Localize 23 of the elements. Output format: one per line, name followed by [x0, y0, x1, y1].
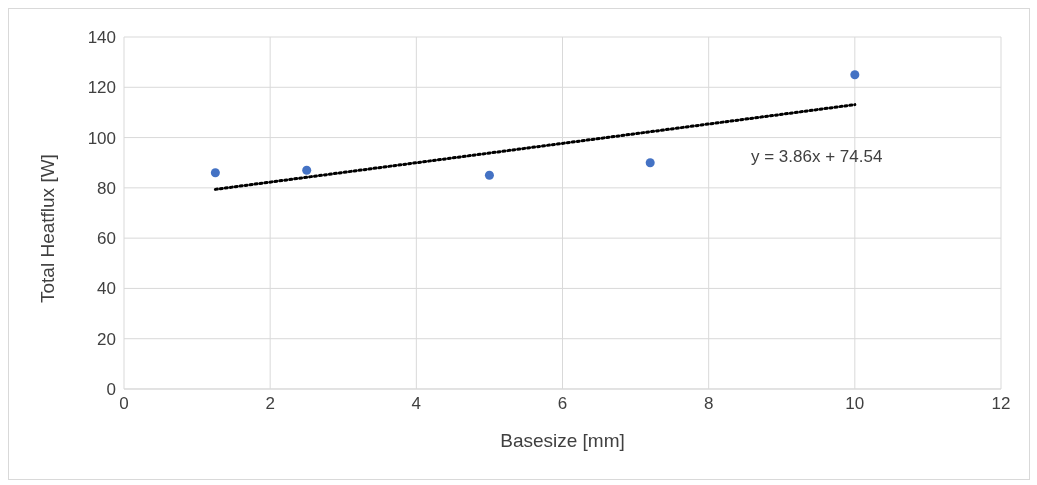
x-tick-label: 0 — [119, 394, 129, 414]
y-tick-label: 140 — [87, 28, 116, 48]
x-tick-label: 12 — [991, 394, 1011, 414]
y-axis-title: Total Heatflux [W] — [36, 154, 58, 303]
point — [302, 165, 312, 175]
y-tick-label: 20 — [97, 329, 116, 349]
x-tick-label: 10 — [845, 394, 865, 414]
x-tick-label: 6 — [557, 394, 568, 414]
x-tick-label: 4 — [411, 394, 422, 414]
annotation: y = 3.86x + 74.54 — [751, 147, 883, 167]
y-tick-label: 120 — [87, 78, 116, 98]
y-tick-label: 60 — [97, 229, 116, 249]
y-tick-label: 80 — [97, 178, 116, 198]
point — [645, 158, 655, 168]
y-tick-label: 0 — [106, 380, 116, 400]
x-tick-label: 8 — [703, 394, 714, 414]
x-axis-title: Basesize [mm] — [500, 430, 625, 451]
point — [210, 168, 220, 178]
x-tick-label: 2 — [265, 394, 275, 414]
point — [484, 170, 494, 180]
point — [850, 70, 860, 80]
y-tick-label: 100 — [87, 128, 116, 148]
y-tick-label: 40 — [97, 279, 116, 299]
